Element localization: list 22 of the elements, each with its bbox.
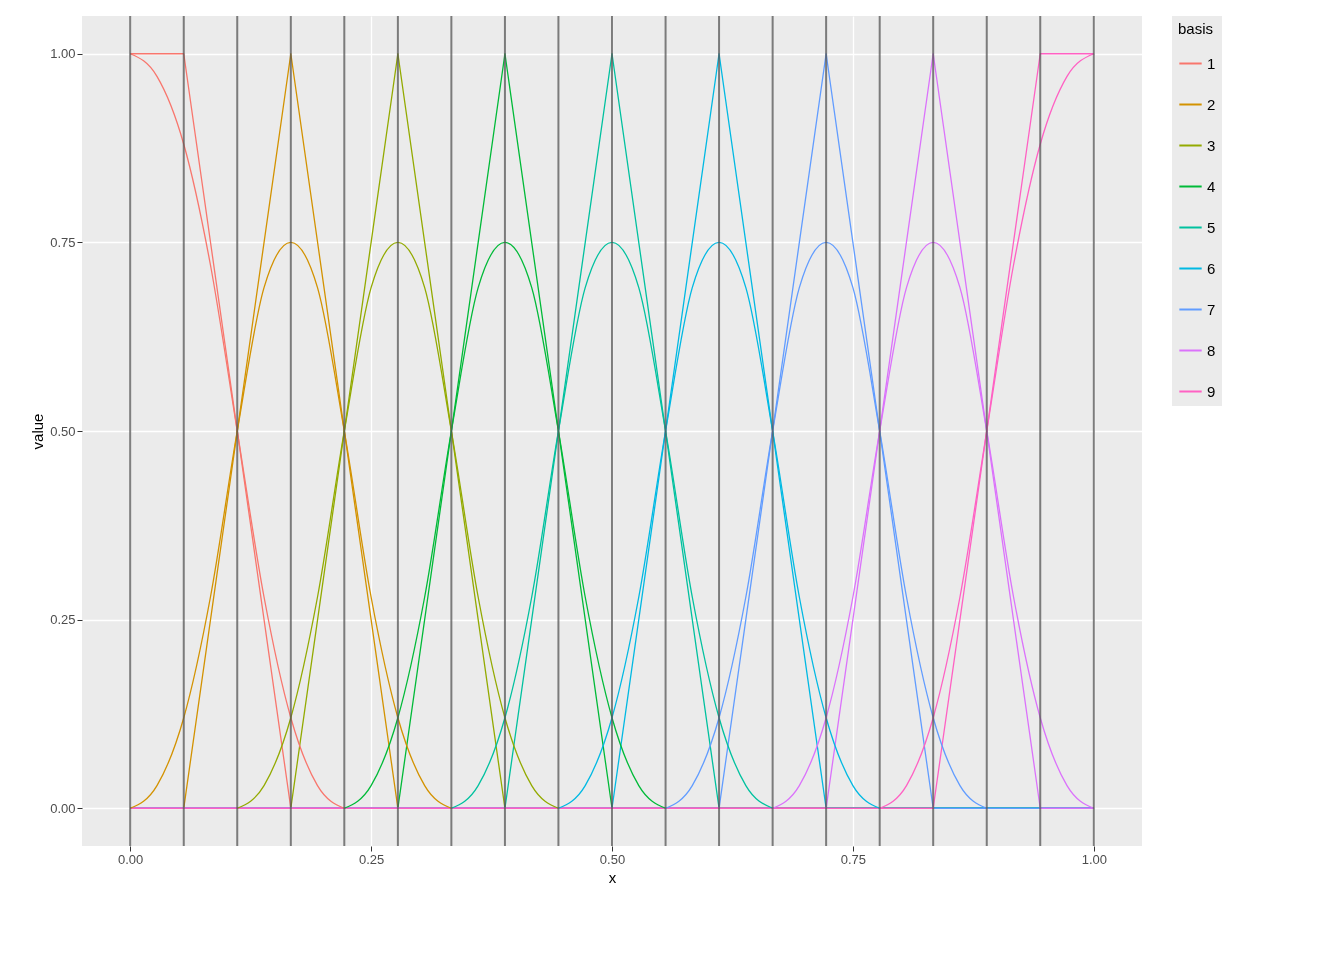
legend-label: 8 — [1207, 341, 1216, 359]
x-tick-label: 0.75 — [840, 851, 867, 867]
x-tick-label: 0.00 — [118, 851, 144, 867]
y-axis-title: value — [29, 413, 47, 450]
legend-label: 4 — [1207, 177, 1216, 195]
y-tick-label: 0.75 — [50, 234, 76, 250]
x-tick-label: 0.50 — [599, 851, 626, 867]
y-tick-label: 0.50 — [50, 423, 76, 439]
legend-label: 1 — [1207, 54, 1216, 72]
legend-label: 3 — [1207, 136, 1216, 154]
legend-label: 6 — [1207, 259, 1216, 277]
x-tick-label: 1.00 — [1081, 851, 1107, 867]
y-tick-label: 0.00 — [50, 800, 76, 816]
y-tick-label: 0.25 — [50, 612, 76, 628]
y-tick-label: 1.00 — [50, 46, 76, 62]
x-tick-label: 0.25 — [358, 851, 385, 867]
legend-label: 9 — [1207, 382, 1216, 400]
legend-label: 7 — [1207, 300, 1216, 318]
legend-label: 2 — [1207, 95, 1216, 113]
x-axis-title: x — [608, 868, 617, 886]
legend-title: basis — [1178, 20, 1214, 37]
legend-label: 5 — [1207, 218, 1216, 236]
